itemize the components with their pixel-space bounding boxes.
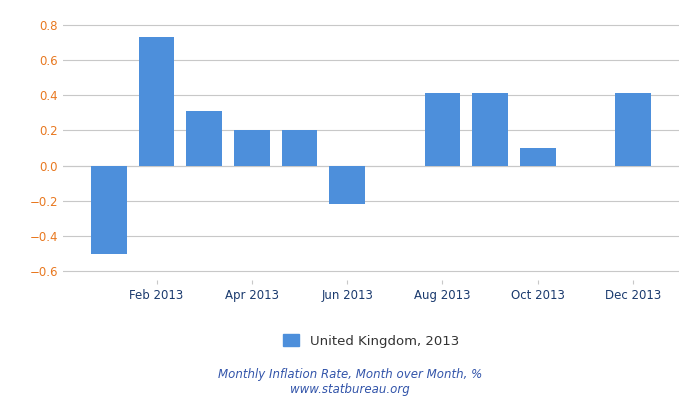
Text: www.statbureau.org: www.statbureau.org	[290, 383, 410, 396]
Bar	[281, 130, 317, 166]
Bar	[425, 94, 461, 166]
Bar	[234, 130, 270, 166]
Bar	[139, 37, 174, 166]
Bar	[329, 166, 365, 204]
Bar	[186, 111, 222, 166]
Bar	[91, 166, 127, 254]
Legend: United Kingdom, 2013: United Kingdom, 2013	[278, 329, 464, 353]
Bar	[615, 94, 651, 166]
Text: Monthly Inflation Rate, Month over Month, %: Monthly Inflation Rate, Month over Month…	[218, 368, 482, 381]
Bar	[473, 94, 508, 166]
Bar	[520, 148, 556, 166]
